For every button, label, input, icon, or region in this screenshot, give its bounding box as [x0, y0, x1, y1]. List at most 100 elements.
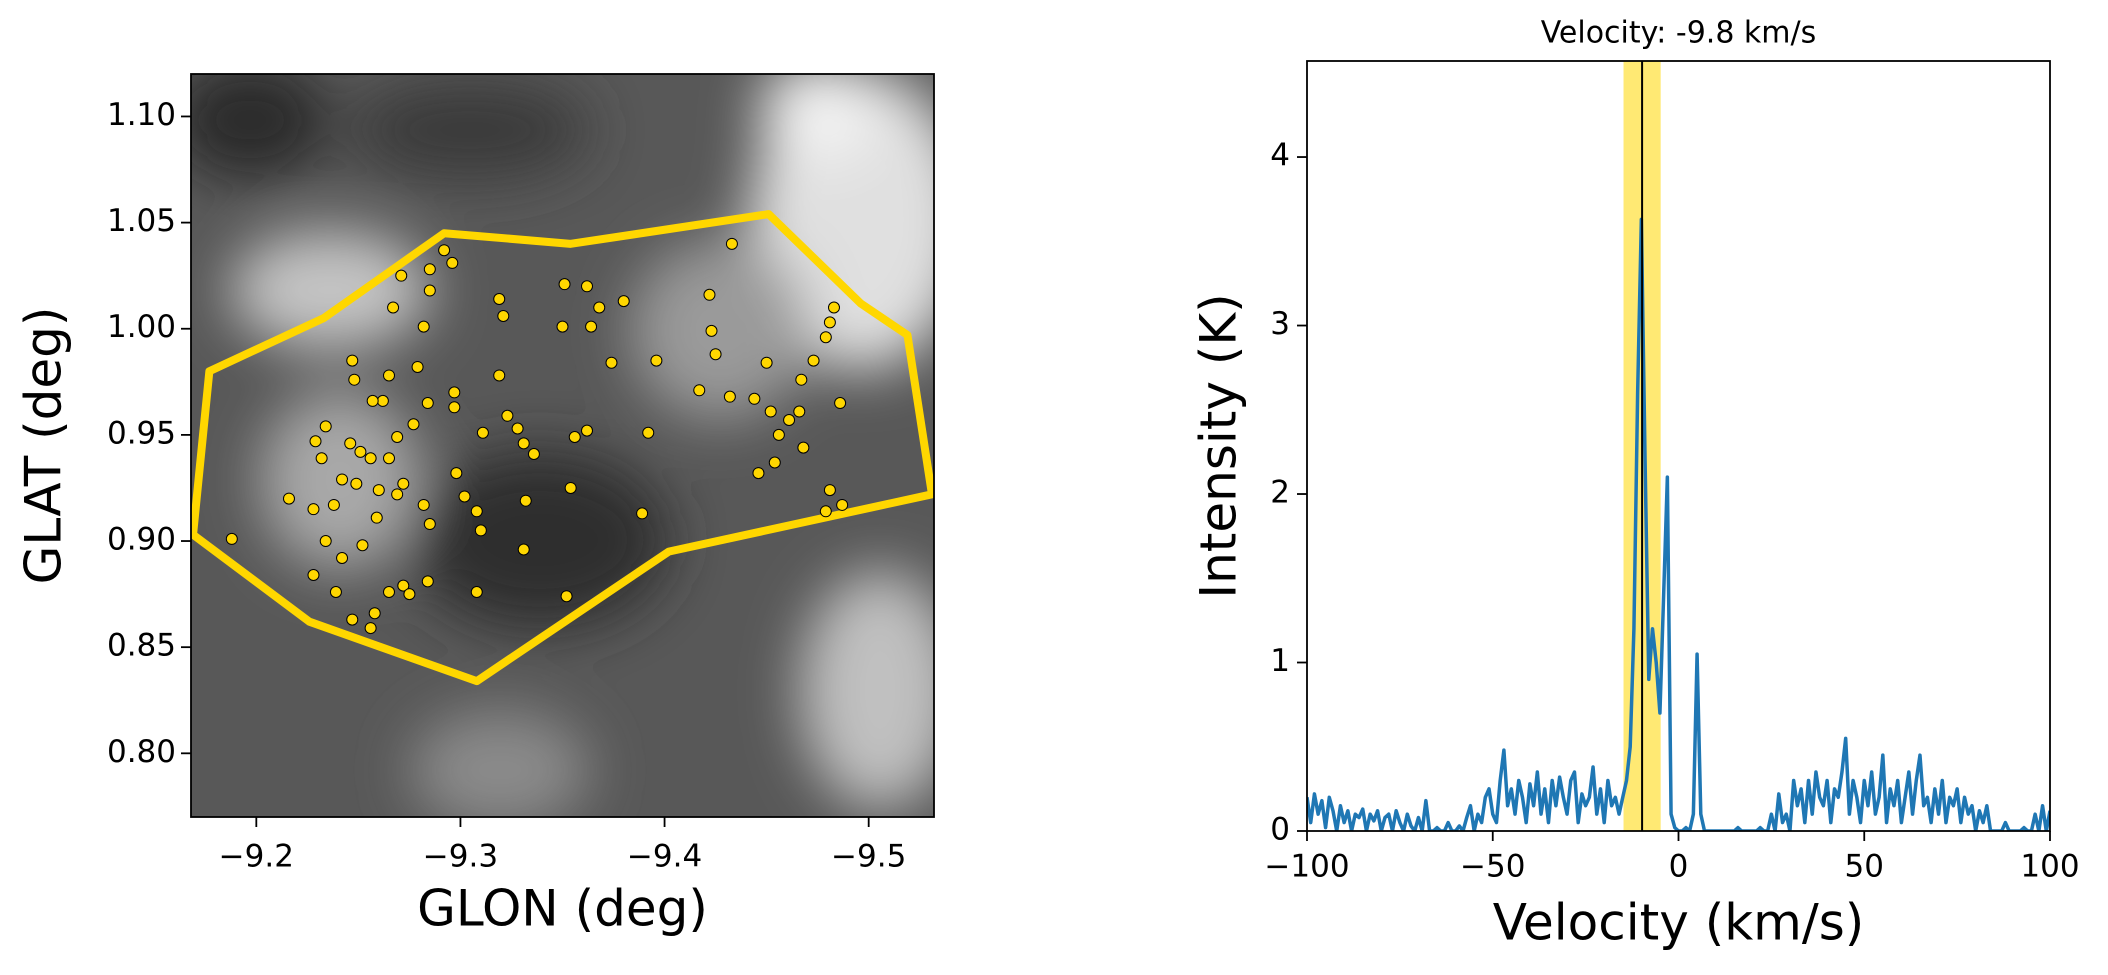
source-point — [307, 568, 320, 581]
x-tick-label: 0 — [1669, 849, 1689, 885]
source-point — [421, 575, 434, 588]
source-point — [348, 373, 361, 386]
source-point — [448, 386, 461, 399]
source-point — [823, 484, 836, 497]
source-point — [580, 280, 593, 293]
source-point — [725, 237, 738, 250]
source-point — [470, 505, 483, 518]
source-point — [764, 405, 777, 418]
source-point — [346, 354, 359, 367]
y-tick-label: 1.05 — [107, 203, 176, 239]
source-point — [795, 373, 808, 386]
source-point — [650, 354, 663, 367]
source-point — [493, 369, 506, 382]
source-point — [470, 585, 483, 598]
source-point — [560, 590, 573, 603]
x-tick-label: −9.4 — [627, 839, 702, 875]
source-point — [364, 452, 377, 465]
y-tick-label: 1.00 — [107, 309, 176, 345]
source-point — [391, 488, 404, 501]
x-tick-label: −100 — [1264, 849, 1349, 885]
source-point — [423, 263, 436, 276]
y-axis-label: Intensity (K) — [1190, 293, 1248, 598]
source-point — [395, 269, 408, 282]
source-point — [836, 498, 849, 511]
source-point — [438, 244, 451, 257]
source-point — [511, 422, 524, 435]
source-point — [709, 348, 722, 361]
source-point — [458, 490, 471, 503]
source-point — [642, 426, 655, 439]
source-point — [370, 511, 383, 524]
source-point — [307, 503, 320, 516]
source-point — [346, 613, 359, 626]
source-point — [423, 284, 436, 297]
source-point — [768, 456, 781, 469]
x-axis-label: Velocity (km/s) — [1493, 894, 1865, 952]
source-point — [382, 369, 395, 382]
source-point — [476, 426, 489, 439]
y-axis-label: GLAT (deg) — [15, 307, 73, 585]
y-tick-label: 0.90 — [107, 522, 176, 558]
plot-area — [191, 210, 934, 686]
y-tick-label: 1.10 — [107, 97, 176, 133]
source-point — [319, 420, 332, 433]
source-point — [391, 431, 404, 444]
source-point — [772, 428, 785, 441]
y-tick-label: 2 — [1270, 475, 1290, 511]
source-point — [397, 477, 410, 490]
source-point — [344, 437, 357, 450]
source-point — [366, 394, 379, 407]
source-point — [450, 467, 463, 480]
source-point — [693, 384, 706, 397]
plot-area — [1307, 61, 2050, 831]
axes-frame — [1306, 60, 2051, 832]
source-point — [225, 532, 238, 545]
source-point — [636, 507, 649, 520]
source-point — [403, 588, 416, 601]
source-point — [760, 356, 773, 369]
x-tick-label: 100 — [2020, 849, 2079, 885]
source-point — [417, 320, 430, 333]
source-point — [793, 405, 806, 418]
region-polygon — [191, 210, 934, 686]
source-point — [327, 498, 340, 511]
source-point — [527, 447, 540, 460]
y-tick-label: 1 — [1270, 643, 1290, 679]
background-image — [191, 74, 934, 817]
source-point — [752, 467, 765, 480]
source-point — [421, 397, 434, 410]
source-point — [336, 473, 349, 486]
source-point — [783, 414, 796, 427]
spectrum-line — [1307, 217, 2050, 831]
source-point — [585, 320, 598, 333]
y-tick-label: 0 — [1270, 812, 1290, 848]
y-tick-label: 0.85 — [107, 628, 176, 664]
source-point — [807, 354, 820, 367]
source-point — [797, 441, 810, 454]
source-point — [605, 356, 618, 369]
y-tick-label: 3 — [1270, 306, 1290, 342]
source-point — [501, 409, 514, 422]
x-tick-label: −9.3 — [423, 839, 498, 875]
source-point — [819, 505, 832, 518]
source-point — [593, 301, 606, 314]
source-point — [748, 392, 761, 405]
source-point — [356, 539, 369, 552]
source-point — [827, 301, 840, 314]
source-point — [315, 452, 328, 465]
axes-frame — [190, 73, 935, 818]
source-point — [580, 424, 593, 437]
chart-title: Velocity: -9.8 km/s — [1541, 16, 1817, 51]
source-point — [407, 418, 420, 431]
x-axis-label: GLON (deg) — [417, 880, 708, 938]
y-tick-label: 4 — [1270, 138, 1290, 174]
source-point — [376, 394, 389, 407]
source-point — [368, 607, 381, 620]
source-point — [703, 288, 716, 301]
x-tick-label: −9.5 — [831, 839, 906, 875]
source-point — [417, 498, 430, 511]
source-point — [354, 445, 367, 458]
